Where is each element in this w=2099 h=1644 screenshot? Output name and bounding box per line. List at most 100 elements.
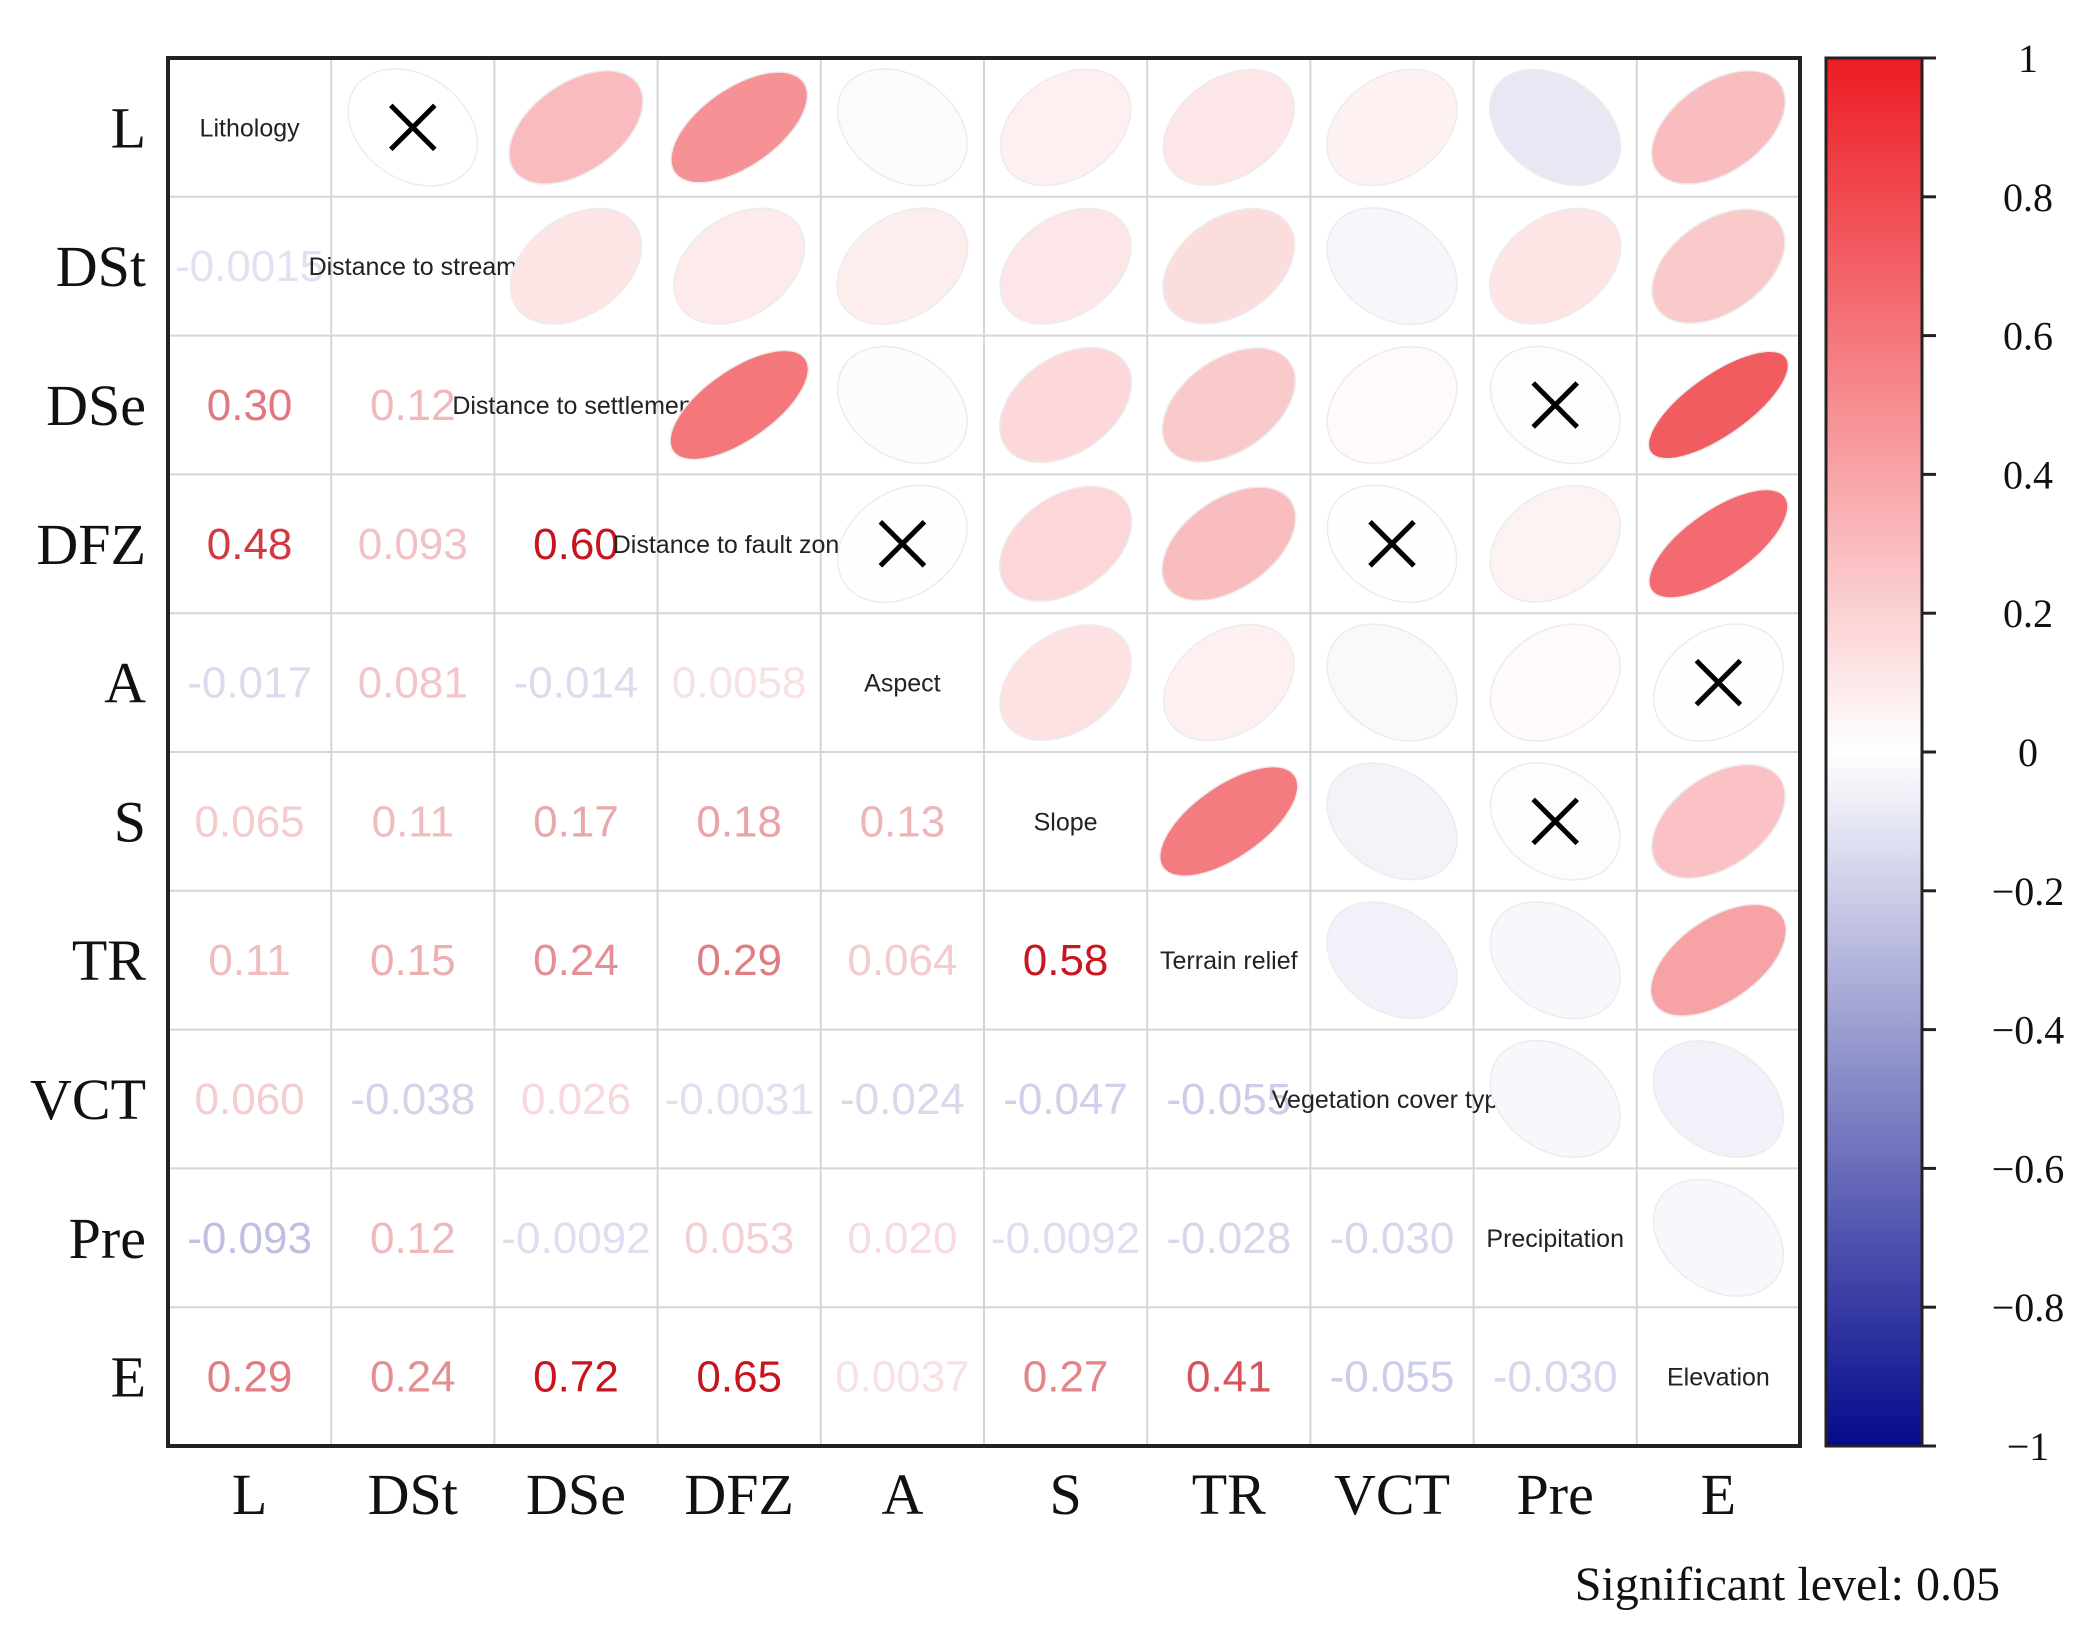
colorbar-tick-label: 0 — [2018, 730, 2038, 775]
coef-Pre-DSt: 0.12 — [370, 1214, 456, 1263]
matrix-grid — [166, 56, 1802, 1448]
diag-label-Pre: Precipitation — [1486, 1225, 1624, 1253]
ellipse-DSt-S — [999, 207, 1132, 325]
colorbar-tick-label: 0.4 — [2003, 452, 2053, 497]
coef-TR-DSe: 0.24 — [533, 936, 619, 985]
ellipse-TR-Pre — [1489, 901, 1621, 1020]
ellipse-TR-E — [1649, 903, 1787, 1017]
coef-S-DSt: 0.11 — [372, 797, 454, 846]
axis-labels: L L DSt DSt DSe DSe DFZ DFZ A A S S TR TR VCT VCT Pre Pre… — [30, 95, 1736, 1527]
ellipse-VCT-Pre — [1489, 1039, 1621, 1159]
coef-E-Pre: -0.030 — [1493, 1353, 1618, 1402]
coef-A-DSt: 0.081 — [358, 659, 468, 708]
ellipse-DFZ-TR — [1161, 486, 1297, 602]
coef-Pre-VCT: -0.030 — [1330, 1214, 1455, 1263]
diag-label-E: Elevation — [1667, 1364, 1770, 1392]
ellipse-VCT-E — [1652, 1040, 1785, 1158]
coef-Pre-TR: -0.028 — [1166, 1214, 1291, 1263]
coef-S-DFZ: 0.18 — [696, 797, 782, 846]
diag-label-VCT: Vegetation cover type — [1272, 1086, 1512, 1114]
ellipse-A-TR — [1162, 623, 1295, 742]
coef-E-TR: 0.41 — [1186, 1353, 1272, 1402]
ellipse-DSt-DFZ — [673, 207, 806, 325]
coef-DFZ-DSe: 0.60 — [533, 520, 619, 569]
coef-DSt-L: -0.0015 — [175, 242, 324, 291]
row-label-TR: TR — [72, 928, 146, 993]
coef-TR-A: 0.064 — [847, 936, 957, 985]
row-label-L: L — [111, 95, 146, 160]
insig-mark-DSe-Pre — [1531, 381, 1579, 429]
colorbar: 1 0.8 0.6 0.4 0.2 0 −0.2 −0.4 −0.6 −0.8 −1 — [1824, 36, 2065, 1469]
col-label-S: S — [1049, 1462, 1081, 1527]
ellipse-DFZ-Pre — [1489, 484, 1621, 603]
insig-mark-L-DSt — [389, 103, 437, 152]
coef-TR-S: 0.58 — [1023, 936, 1109, 985]
ellipse-L-Pre — [1489, 68, 1622, 187]
coef-DFZ-L: 0.48 — [207, 520, 293, 569]
insig-mark-DFZ-VCT — [1368, 520, 1416, 568]
colorbar-tick-label: 0.6 — [2003, 314, 2053, 359]
coef-Pre-S: -0.0092 — [991, 1214, 1140, 1263]
row-label-S: S — [114, 789, 146, 854]
diag-label-L: Lithology — [200, 114, 301, 142]
coef-E-DFZ: 0.65 — [696, 1353, 782, 1402]
coef-VCT-TR: -0.055 — [1166, 1075, 1291, 1124]
diag-label-TR: Terrain relief — [1160, 947, 1298, 975]
colorbar-tick-label: −1 — [2007, 1424, 2050, 1469]
row-label-Pre: Pre — [69, 1206, 146, 1271]
ellipse-DSe-A — [836, 345, 968, 465]
ellipse-L-DSe — [508, 70, 644, 185]
coef-A-L: -0.017 — [187, 659, 312, 708]
colorbar-tick-label: 0.8 — [2003, 175, 2053, 220]
coef-VCT-A: -0.024 — [840, 1075, 965, 1124]
coef-E-VCT: -0.055 — [1330, 1353, 1455, 1402]
ellipse-Pre-E — [1652, 1178, 1785, 1297]
col-label-A: A — [881, 1462, 923, 1527]
coef-Pre-L: -0.093 — [187, 1214, 312, 1263]
ellipse-L-E — [1650, 69, 1787, 185]
ellipse-DSt-DSe — [509, 207, 643, 325]
colorbar-tick-label: 0.2 — [2003, 591, 2053, 636]
col-label-L: L — [232, 1462, 267, 1527]
col-label-DFZ: DFZ — [684, 1462, 794, 1527]
coef-VCT-DSt: -0.038 — [350, 1075, 475, 1124]
coef-DSe-DSt: 0.12 — [370, 381, 456, 430]
coef-Pre-DFZ: 0.053 — [684, 1214, 794, 1263]
ellipse-DSe-S — [998, 346, 1133, 464]
coef-VCT-DFZ: -0.0031 — [665, 1075, 814, 1124]
row-label-DSt: DSt — [56, 234, 146, 299]
row-label-DFZ: DFZ — [36, 512, 146, 577]
matrix-frame — [166, 56, 1802, 1448]
ellipse-TR-VCT — [1326, 901, 1458, 1020]
row-label-E: E — [111, 1345, 146, 1410]
ellipse-DSt-VCT — [1326, 207, 1458, 326]
row-label-VCT: VCT — [30, 1067, 146, 1132]
ellipse-DSt-A — [836, 207, 969, 325]
ellipse-DSe-TR — [1161, 347, 1297, 463]
row-label-DSe: DSe — [46, 373, 146, 438]
diag-label-A: Aspect — [864, 670, 940, 698]
col-label-Pre: Pre — [1517, 1462, 1594, 1527]
coef-TR-DSt: 0.15 — [370, 936, 456, 985]
coef-S-DSe: 0.17 — [533, 797, 619, 846]
coef-E-A: 0.0037 — [835, 1353, 970, 1402]
ellipse-A-S — [999, 624, 1132, 742]
ellipse-L-VCT — [1326, 68, 1458, 187]
colorbar-tick-label: −0.2 — [1992, 869, 2065, 914]
coef-A-DFZ: 0.0058 — [672, 659, 807, 708]
coef-VCT-DSe: 0.026 — [521, 1075, 631, 1124]
coef-E-S: 0.27 — [1023, 1353, 1109, 1402]
insig-mark-A-E — [1694, 658, 1743, 707]
ellipse-L-DFZ — [670, 71, 809, 184]
ellipse-DSe-E — [1647, 350, 1790, 460]
coef-E-L: 0.29 — [207, 1353, 293, 1402]
coef-TR-DFZ: 0.29 — [696, 936, 782, 985]
ellipse-S-E — [1650, 763, 1786, 879]
colorbar-tick-label: −0.4 — [1992, 1008, 2065, 1053]
diag-label-DSe: Distance to settlement — [452, 392, 699, 420]
coef-Pre-DSe: -0.0092 — [501, 1214, 650, 1263]
ellipse-S-TR — [1159, 765, 1299, 877]
coef-TR-L: 0.11 — [208, 936, 290, 985]
